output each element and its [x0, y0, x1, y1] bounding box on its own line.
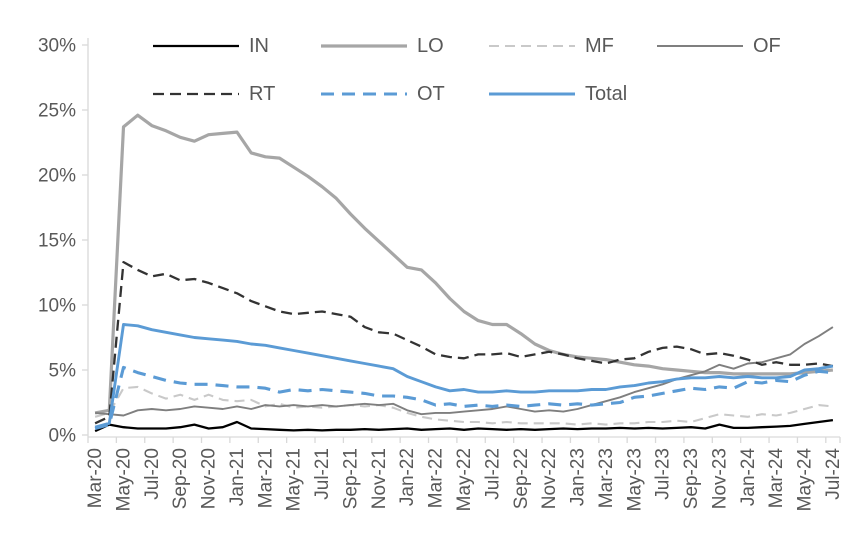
x-tick-label: Sep-23: [681, 448, 702, 509]
legend-line-swatch-lo: [321, 44, 407, 48]
legend-line-swatch-of: [657, 45, 743, 47]
x-tick-label: Jul-21: [312, 448, 333, 500]
x-tick-label: Sep-21: [340, 448, 361, 509]
legend-item-rt: RT: [152, 84, 320, 104]
legend-item-ot: OT: [320, 84, 488, 104]
x-tick-label: Sep-20: [170, 448, 191, 509]
y-tick-label: 0%: [49, 426, 77, 447]
x-tick-label: Nov-22: [539, 448, 560, 509]
series-line-in: [94, 418, 834, 433]
x-tick-label: Mar-24: [766, 448, 787, 509]
x-tick-label: Jan-21: [227, 448, 248, 506]
x-tick-label: May-21: [284, 448, 305, 511]
series-line-mf: [94, 385, 833, 426]
series-line-rt: [94, 260, 834, 425]
series-line-of: [95, 326, 834, 417]
legend-item-mf: MF: [488, 36, 656, 56]
legend-item-label: Total: [585, 83, 628, 105]
y-tick-label: 30%: [38, 36, 76, 57]
legend-item-label: MF: [585, 35, 614, 57]
legend-item-lo: LO: [320, 36, 488, 56]
legend-item-label: RT: [249, 83, 276, 105]
legend-item-total: Total: [488, 84, 656, 104]
x-tick-label: May-22: [454, 448, 475, 511]
x-tick-label: Nov-20: [199, 448, 220, 509]
x-tick-label: Mar-21: [255, 448, 276, 508]
x-tick-label: Mar-20: [85, 448, 106, 508]
series-line-total: [94, 323, 834, 429]
legend-item-of: OF: [656, 36, 824, 56]
x-tick-label: May-24: [795, 448, 816, 512]
x-tick-label: Sep-22: [511, 448, 532, 509]
x-tick-label: Jan-24: [738, 448, 759, 507]
legend-item-label: LO: [417, 35, 444, 57]
x-tick-label: Jul-22: [482, 448, 503, 500]
x-tick-label: Jul-24: [823, 448, 844, 500]
series-line-lo: [94, 113, 834, 415]
legend-item-label: IN: [249, 35, 269, 57]
legend-line-swatch-in: [153, 44, 239, 48]
legend-row: RT OT Total: [152, 70, 842, 118]
legend-item-label: OF: [753, 35, 781, 57]
x-tick-label: Mar-23: [596, 448, 617, 508]
y-tick-label: 10%: [38, 296, 76, 317]
legend-line-swatch-total: [489, 92, 575, 96]
legend-line-swatch-rt: [153, 92, 239, 96]
x-tick-label: Jan-22: [397, 448, 418, 506]
x-tick-label: Jul-23: [653, 448, 674, 500]
x-tick-label: Mar-22: [426, 448, 447, 508]
x-tick-label: Nov-23: [709, 448, 730, 509]
x-tick-label: Jan-23: [568, 448, 589, 506]
legend-row: IN LO MF OF: [152, 22, 842, 70]
y-tick-label: 15%: [38, 231, 76, 252]
y-tick-label: 20%: [38, 166, 76, 187]
x-tick-label: May-23: [624, 448, 645, 511]
y-tick-label: 25%: [38, 101, 76, 122]
legend-item-in: IN: [152, 36, 320, 56]
legend-line-swatch-ot: [321, 92, 407, 96]
series-line-ot: [94, 365, 834, 430]
chart-legend: IN LO MF OF RT OT Total: [152, 22, 842, 118]
legend-item-label: OT: [417, 83, 445, 105]
x-tick-label: Nov-21: [369, 448, 390, 509]
x-tick-label: Jul-20: [142, 448, 163, 500]
legend-line-swatch-mf: [489, 44, 575, 48]
y-tick-label: 5%: [49, 361, 77, 382]
x-tick-label: May-20: [113, 448, 134, 511]
